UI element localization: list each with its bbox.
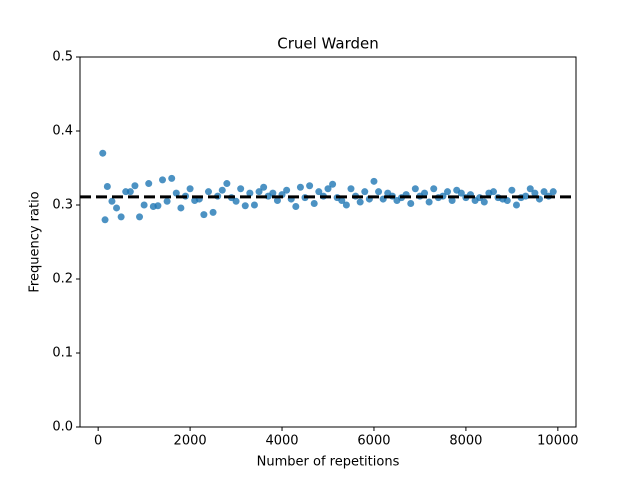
point (407, 200, 415, 208)
point (255, 188, 263, 196)
point (329, 180, 337, 188)
point (273, 197, 281, 205)
x-tick-label: 4000 (265, 434, 298, 449)
point (232, 197, 240, 205)
point (292, 202, 300, 210)
y-tick-label: 0.3 (52, 198, 73, 213)
point (246, 189, 254, 197)
point (338, 197, 346, 205)
point (526, 185, 534, 193)
point (154, 202, 162, 210)
y-tick-label: 0.1 (52, 346, 73, 361)
chart-title: Cruel Warden (277, 35, 379, 53)
point (177, 204, 185, 212)
point (347, 185, 355, 193)
point (549, 188, 557, 196)
point (531, 189, 539, 197)
y-tick-label: 0.4 (52, 124, 73, 139)
point (200, 211, 208, 219)
point (145, 180, 153, 188)
point (269, 189, 277, 197)
point (540, 188, 548, 196)
point (375, 188, 383, 196)
point (250, 201, 258, 209)
point (159, 176, 167, 184)
point (361, 188, 369, 196)
point (103, 183, 111, 190)
point (457, 189, 465, 197)
point (168, 174, 176, 182)
y-axis-label: Frequency ratio (28, 191, 43, 292)
x-tick-label: 8000 (449, 434, 482, 449)
point (260, 183, 268, 191)
point (163, 197, 171, 205)
point (204, 188, 212, 196)
point (136, 213, 144, 221)
y-tick-label: 0.5 (52, 50, 73, 65)
point (411, 185, 419, 193)
point (448, 197, 456, 205)
point (296, 183, 304, 191)
point (186, 185, 194, 193)
point (370, 177, 378, 185)
point (209, 208, 217, 216)
plot-frame (79, 56, 577, 428)
point (306, 182, 314, 190)
point (283, 186, 291, 194)
point (503, 197, 511, 205)
point (356, 198, 364, 206)
x-axis-label: Number of repetitions (257, 455, 400, 470)
point (430, 185, 438, 193)
point (508, 186, 516, 194)
point (324, 185, 332, 193)
point (421, 189, 429, 197)
point (310, 200, 318, 208)
x-tick-label: 6000 (357, 434, 390, 449)
point (140, 201, 148, 209)
point (315, 188, 323, 196)
point (99, 149, 107, 157)
x-tick-label: 2000 (174, 434, 207, 449)
point (237, 185, 245, 193)
point (522, 192, 530, 200)
y-tick-label: 0.0 (52, 420, 73, 435)
x-tick-label: 0 (94, 434, 102, 449)
point (101, 216, 109, 224)
x-tick-label: 10000 (537, 434, 578, 449)
point (117, 213, 125, 221)
point (342, 201, 350, 209)
point (108, 197, 116, 205)
point (131, 182, 139, 190)
point (444, 188, 452, 196)
point (172, 189, 180, 197)
point (512, 201, 520, 209)
point (113, 204, 121, 212)
point (241, 202, 249, 210)
point (218, 186, 226, 194)
y-tick-label: 0.2 (52, 272, 73, 287)
point (425, 198, 433, 206)
point (223, 180, 231, 188)
point (489, 188, 497, 196)
point (126, 188, 134, 196)
point (480, 198, 488, 206)
